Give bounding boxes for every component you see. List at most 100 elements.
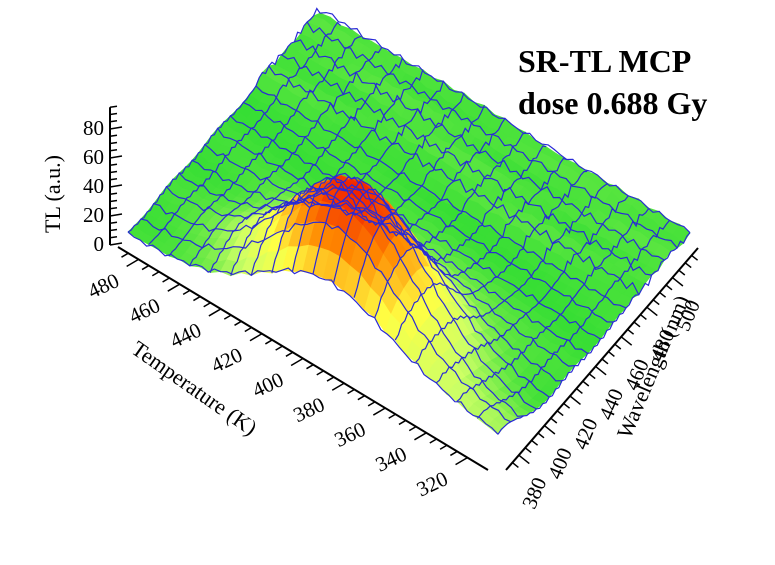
temperature-axis-tick — [193, 295, 201, 302]
temperature-axis-tick — [264, 339, 273, 345]
temperature-axis-tick — [167, 283, 181, 292]
wavelength-axis-tick — [588, 373, 596, 380]
temperature-axis-tick — [151, 271, 160, 277]
labels-layer: 0204060803203403603804004204404604803804… — [83, 116, 705, 512]
wavelength-axis-tick — [550, 417, 558, 424]
z-axis-tick — [109, 207, 118, 210]
temperature-axis-tick — [141, 264, 150, 271]
wavelength-axis-tick — [678, 269, 686, 276]
z-axis-tick — [109, 134, 118, 137]
wavelength-axis-tick — [607, 351, 615, 357]
z-tick-label: 60 — [83, 145, 104, 169]
temperature-axis-tick — [398, 419, 407, 426]
z-axis-tick — [109, 221, 118, 224]
mesh-line-wavelength — [281, 54, 652, 276]
mesh-line-temperature — [168, 35, 362, 257]
z-axis-tick — [109, 199, 118, 203]
wavelength-axis-tick — [633, 321, 641, 328]
mesh-line-wavelength — [306, 21, 678, 249]
temperature-tick-label: 340 — [372, 442, 411, 477]
z-axis-tick — [109, 120, 118, 123]
mesh-line-temperature — [394, 170, 588, 341]
wavelength-tick-label: 400 — [543, 444, 577, 482]
wavelength-axis-tick — [531, 439, 539, 446]
z-tick-label: 0 — [94, 232, 105, 256]
temperature-axis-tick — [182, 289, 191, 296]
wavelength-axis-tick — [543, 425, 556, 435]
temperature-axis-tick — [126, 258, 139, 268]
temperature-axis-tick — [203, 302, 211, 308]
wavelength-axis-tick — [614, 343, 622, 350]
mesh-line-temperature — [230, 69, 424, 276]
mesh-line-wavelength — [294, 39, 665, 261]
temperature-tick-label: 420 — [207, 342, 246, 377]
z-axis-tick — [109, 170, 118, 174]
z-axis-tick — [109, 192, 118, 195]
wavelength-axis-tick — [691, 254, 699, 261]
wavelength-axis-tick — [652, 299, 660, 306]
wavelength-axis-tick — [659, 291, 667, 298]
temperature-tick-label: 460 — [125, 293, 164, 328]
wavelength-axis-tick — [684, 262, 692, 269]
temperature-axis-tick — [449, 450, 458, 457]
mesh-line-wavelength — [165, 172, 537, 410]
z-axis-tick — [109, 149, 118, 152]
mesh-line-temperature — [456, 207, 650, 402]
mesh-line-wavelength — [242, 101, 614, 323]
z-axis-tick — [109, 126, 123, 130]
mesh-line-temperature — [374, 157, 567, 318]
z-axis-tick — [109, 242, 123, 246]
wavelength-axis-tick — [639, 314, 647, 320]
temperature-tick-label: 480 — [84, 268, 123, 303]
mesh-line-wavelength — [140, 218, 512, 423]
mesh-layer — [127, 7, 691, 435]
temperature-axis-tick — [290, 357, 304, 367]
wavelength-axis-tick — [582, 380, 590, 387]
mesh-line-temperature — [209, 58, 403, 273]
temperature-axis-tick — [388, 413, 396, 419]
temperature-axis-tick — [326, 376, 335, 382]
x-axis-title: Temperature (K) — [127, 336, 262, 441]
wavelength-axis-tick — [524, 447, 532, 454]
y-axis-title: Wavelength (nm) — [612, 292, 695, 442]
temperature-axis-tick — [414, 432, 427, 441]
mesh-line-temperature — [415, 182, 609, 363]
wavelength-axis-tick — [620, 336, 633, 346]
mesh-line-temperature — [271, 92, 465, 274]
temperature-axis-tick — [162, 277, 170, 283]
z-axis-tick — [109, 155, 123, 159]
z-axis-tick — [109, 184, 123, 188]
wavelength-axis-tick — [646, 306, 658, 317]
temperature-axis-tick — [121, 252, 129, 258]
mesh-line-temperature — [435, 195, 629, 384]
wavelength-tick-label: 420 — [568, 415, 602, 453]
mesh-line-temperature — [476, 220, 670, 419]
temperature-axis-tick — [408, 425, 417, 432]
temperature-axis-tick — [372, 407, 386, 416]
temperature-axis-tick — [316, 370, 324, 376]
z-axis-tick — [109, 178, 118, 181]
temperature-axis-tick — [357, 395, 366, 401]
temperature-axis-tick — [223, 314, 232, 320]
wavelength-tick-label: 380 — [517, 474, 551, 512]
mesh-line-wavelength — [319, 11, 691, 234]
wavelength-axis-tick — [595, 365, 607, 376]
mesh-line-wavelength — [178, 172, 550, 398]
temperature-axis-tick — [306, 364, 314, 370]
mesh-line-wavelength — [268, 65, 640, 296]
wavelength-axis-tick — [518, 454, 530, 465]
z-tick-label: 80 — [83, 116, 104, 140]
temperature-axis-tick — [234, 320, 242, 326]
temperature-axis-tick — [455, 456, 468, 466]
wavelength-axis-tick — [601, 358, 609, 365]
z-axis-tick — [109, 105, 118, 108]
mesh-line-wavelength — [217, 127, 588, 354]
mesh-line-wavelength — [204, 143, 575, 367]
mesh-line-temperature — [148, 21, 341, 245]
z-axis-tick — [109, 213, 123, 217]
mesh-line-wavelength — [153, 183, 524, 417]
mesh-line-temperature — [127, 7, 321, 233]
mesh-line-temperature — [497, 232, 691, 435]
